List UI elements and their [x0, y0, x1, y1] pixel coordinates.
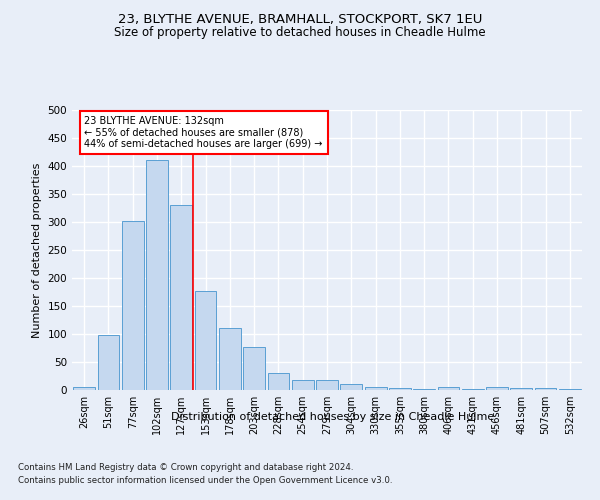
Text: Distribution of detached houses by size in Cheadle Hulme: Distribution of detached houses by size …	[172, 412, 494, 422]
Bar	[511, 388, 532, 390]
Bar	[170, 205, 192, 390]
Bar	[219, 328, 241, 390]
Bar	[73, 387, 95, 390]
Bar	[146, 160, 168, 390]
Bar	[97, 334, 119, 390]
Bar	[292, 380, 314, 390]
Text: Size of property relative to detached houses in Cheadle Hulme: Size of property relative to detached ho…	[114, 26, 486, 39]
Bar	[437, 386, 460, 390]
Bar	[486, 387, 508, 390]
Bar	[389, 388, 411, 390]
Bar	[413, 389, 435, 390]
Text: 23, BLYTHE AVENUE, BRAMHALL, STOCKPORT, SK7 1EU: 23, BLYTHE AVENUE, BRAMHALL, STOCKPORT, …	[118, 12, 482, 26]
Bar	[268, 373, 289, 390]
Bar	[194, 292, 217, 390]
Text: 23 BLYTHE AVENUE: 132sqm
← 55% of detached houses are smaller (878)
44% of semi-: 23 BLYTHE AVENUE: 132sqm ← 55% of detach…	[85, 116, 323, 149]
Bar	[122, 221, 143, 390]
Bar	[365, 386, 386, 390]
Text: Contains public sector information licensed under the Open Government Licence v3: Contains public sector information licen…	[18, 476, 392, 485]
Bar	[559, 389, 581, 390]
Text: Contains HM Land Registry data © Crown copyright and database right 2024.: Contains HM Land Registry data © Crown c…	[18, 464, 353, 472]
Bar	[316, 380, 338, 390]
Bar	[340, 384, 362, 390]
Bar	[243, 348, 265, 390]
Bar	[462, 389, 484, 390]
Bar	[535, 388, 556, 390]
Y-axis label: Number of detached properties: Number of detached properties	[32, 162, 42, 338]
